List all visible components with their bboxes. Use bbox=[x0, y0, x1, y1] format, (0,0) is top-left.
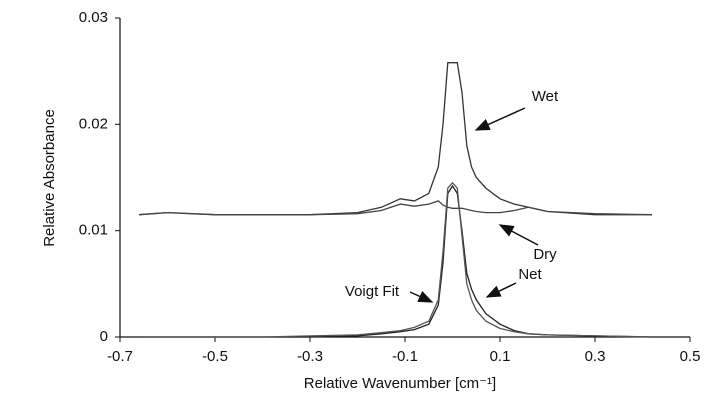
x-tick-label: 0.5 bbox=[680, 348, 701, 365]
series-label: Dry bbox=[533, 246, 557, 263]
x-tick-label: 0.1 bbox=[490, 348, 511, 365]
series-line bbox=[138, 200, 653, 216]
series-label: Wet bbox=[532, 88, 559, 105]
series-line bbox=[138, 62, 652, 216]
series-label: Voigt Fit bbox=[345, 283, 400, 300]
y-tick-label: 0.02 bbox=[79, 115, 108, 132]
series-line bbox=[139, 181, 653, 338]
x-tick-label: -0.3 bbox=[297, 348, 323, 365]
series-line bbox=[139, 184, 653, 338]
series-label: Net bbox=[518, 266, 542, 283]
x-tick-label: -0.7 bbox=[107, 348, 133, 365]
y-tick-label: 0.03 bbox=[79, 9, 108, 26]
y-tick-label: 0 bbox=[100, 328, 108, 345]
y-axis-title: Relative Absorbance bbox=[41, 109, 58, 247]
x-tick-label: 0.3 bbox=[585, 348, 606, 365]
y-tick-label: 0.01 bbox=[79, 222, 108, 239]
x-axis-title: Relative Wavenumber [cm⁻¹] bbox=[304, 375, 496, 392]
label-arrow bbox=[485, 282, 517, 298]
label-arrow bbox=[498, 224, 539, 246]
label-arrow bbox=[474, 107, 526, 131]
x-tick-label: -0.5 bbox=[202, 348, 228, 365]
label-arrow bbox=[409, 290, 434, 303]
x-tick-label: -0.1 bbox=[392, 348, 418, 365]
